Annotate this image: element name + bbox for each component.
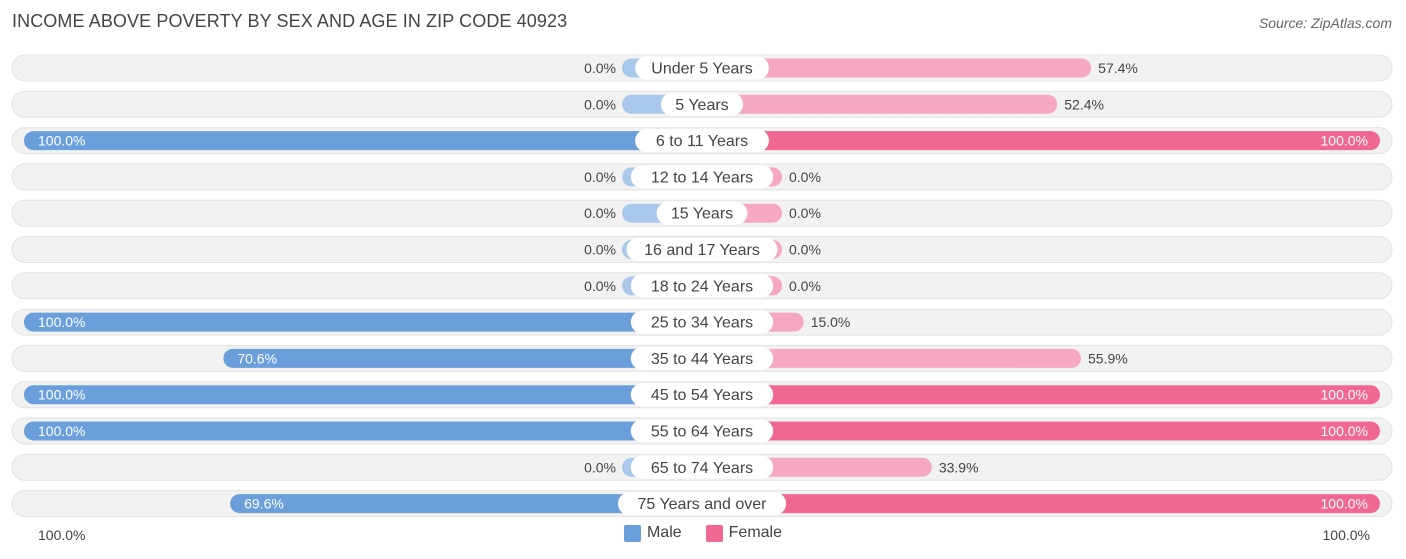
value-label-female-6-to-11-years: 100.0% [1321, 133, 1368, 149]
category-pill-16-and-17-years [626, 238, 778, 261]
category-label-5-years: 5 Years [675, 97, 728, 114]
category-pill-6-to-11-years [635, 129, 769, 153]
value-label-female-12-to-14-years: 0.0% [789, 169, 821, 185]
bar-female-75-years-and-over [702, 494, 1380, 514]
legend-label-male: Male [646, 524, 682, 541]
value-label-female-55-to-64-years: 100.0% [1321, 423, 1368, 439]
legend-swatch-male [623, 524, 641, 542]
value-label-male-18-to-24-years: 0.0% [584, 278, 616, 294]
value-label-female-65-to-74-years: 33.9% [939, 459, 979, 475]
value-label-female-under-5-years: 57.4% [1098, 60, 1138, 76]
bar-male-6-to-11-years [24, 131, 702, 151]
category-label-16-and-17-years: 16 and 17 Years [644, 242, 760, 259]
bar-male-35-to-44-years [223, 348, 702, 368]
bar-male-75-years-and-over [230, 494, 702, 514]
category-label-15-years: 15 Years [671, 206, 733, 223]
category-pill-35-to-44-years [630, 346, 774, 370]
value-label-male-55-to-64-years: 100.0% [38, 423, 85, 439]
category-pill-under-5-years [635, 56, 769, 80]
value-label-female-5-years: 52.4% [1064, 96, 1104, 112]
category-pill-65-to-74-years [630, 455, 774, 479]
category-label-75-years-and-over: 75 Years and over [638, 496, 768, 513]
chart-area: 0.0% 57.4% Under 5 Years 0.0% 52.4% 5 Years 10… [11, 54, 1393, 518]
value-label-male-15-years: 0.0% [584, 205, 616, 221]
category-label-under-5-years: Under 5 Years [651, 61, 752, 78]
source-label: Source: ZipAtlas.com [1258, 15, 1392, 31]
category-pill-75-years-and-over [617, 492, 787, 516]
category-pill-18-to-24-years [630, 274, 774, 298]
axis-right-label: 100.0% [1322, 527, 1370, 543]
value-label-male-75-years-and-over: 69.6% [244, 496, 284, 512]
category-label-55-to-64-years: 55 to 64 Years [651, 424, 753, 441]
category-label-25-to-34-years: 25 to 34 Years [651, 315, 753, 332]
chart-title: INCOME ABOVE POVERTY BY SEX AND AGE IN Z… [12, 11, 568, 31]
category-label-12-to-14-years: 12 to 14 Years [651, 169, 753, 186]
legend-item-female: Female [705, 524, 783, 542]
bar-female-45-to-54-years [702, 385, 1380, 405]
value-label-male-25-to-34-years: 100.0% [38, 314, 85, 330]
value-label-female-45-to-54-years: 100.0% [1321, 387, 1368, 403]
bar-female-under-5-years [702, 58, 1092, 78]
value-label-male-65-to-74-years: 0.0% [584, 459, 616, 475]
category-label-6-to-11-years: 6 to 11 Years [656, 133, 748, 150]
bar-female-55-to-64-years [702, 421, 1380, 441]
bar-male-45-to-54-years [24, 385, 702, 405]
value-label-female-15-years: 0.0% [789, 205, 821, 221]
category-pill-25-to-34-years [630, 310, 774, 334]
bar-male-25-to-34-years [24, 312, 702, 332]
legend: Male Female [0, 524, 1406, 542]
axis-left-label: 100.0% [38, 527, 86, 543]
category-label-35-to-44-years: 35 to 44 Years [651, 351, 753, 368]
legend-label-female: Female [728, 524, 783, 541]
value-label-female-16-and-17-years: 0.0% [789, 242, 821, 258]
value-label-male-16-and-17-years: 0.0% [584, 242, 616, 258]
category-label-18-to-24-years: 18 to 24 Years [651, 278, 753, 295]
bar-female-35-to-44-years [702, 348, 1082, 368]
value-label-male-6-to-11-years: 100.0% [38, 133, 85, 149]
value-label-male-45-to-54-years: 100.0% [38, 387, 85, 403]
category-pill-55-to-64-years [630, 419, 774, 443]
category-label-65-to-74-years: 65 to 74 Years [651, 460, 753, 477]
category-pill-12-to-14-years [630, 165, 774, 189]
value-label-male-12-to-14-years: 0.0% [584, 169, 616, 185]
value-label-female-25-to-34-years: 15.0% [811, 314, 851, 330]
bar-male-55-to-64-years [24, 421, 702, 441]
bar-female-6-to-11-years [702, 131, 1380, 151]
value-label-male-35-to-44-years: 70.6% [237, 350, 277, 366]
value-label-female-75-years-and-over: 100.0% [1321, 496, 1368, 512]
value-label-female-18-to-24-years: 0.0% [789, 278, 821, 294]
category-label-45-to-54-years: 45 to 54 Years [651, 387, 753, 404]
value-label-male-under-5-years: 0.0% [584, 60, 616, 76]
category-pill-45-to-54-years [630, 383, 774, 407]
category-pill-5-years [660, 92, 744, 116]
legend-swatch-female [705, 524, 723, 542]
legend-item-male: Male [623, 524, 682, 542]
value-label-male-5-years: 0.0% [584, 96, 616, 112]
value-label-female-35-to-44-years: 55.9% [1088, 350, 1128, 366]
bar-female-5-years [702, 94, 1058, 114]
category-pill-15-years [656, 201, 748, 225]
